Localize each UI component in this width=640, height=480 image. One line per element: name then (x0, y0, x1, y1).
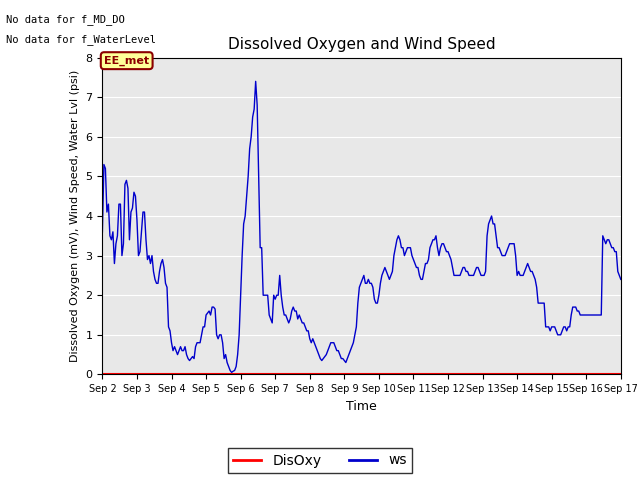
X-axis label: Time: Time (346, 400, 377, 413)
Title: Dissolved Oxygen and Wind Speed: Dissolved Oxygen and Wind Speed (228, 37, 495, 52)
ws (533, 284, 541, 290)
Y-axis label: Dissolved Oxygen (mV), Wind Speed, Water Lvl (psi): Dissolved Oxygen (mV), Wind Speed, Water… (70, 70, 80, 362)
Text: No data for f_WaterLevel: No data for f_WaterLevel (6, 34, 156, 45)
ws (570, 304, 578, 310)
Legend: DisOxy, ws: DisOxy, ws (228, 448, 412, 473)
Line: ws: ws (102, 82, 621, 372)
Text: EE_met: EE_met (104, 56, 149, 66)
ws (617, 276, 625, 282)
ws (99, 229, 106, 235)
ws (531, 276, 539, 282)
ws (189, 354, 196, 360)
ws (249, 114, 257, 120)
ws (252, 79, 259, 84)
ws (228, 370, 236, 375)
Text: No data for f_MD_DO: No data for f_MD_DO (6, 14, 125, 25)
ws (501, 252, 509, 258)
